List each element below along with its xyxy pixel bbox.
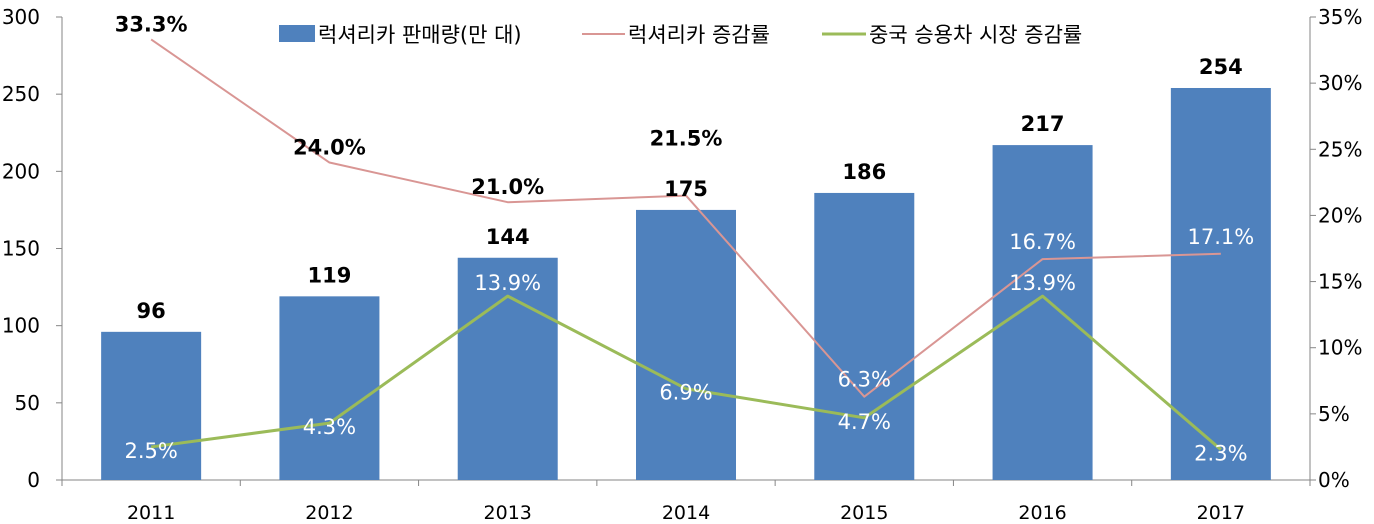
bar <box>1170 87 1271 480</box>
legend: 럭셔리카 판매량(만 대) 럭셔리카 증감률 중국 승용차 시장 증감률 <box>279 23 1082 47</box>
luxury-growth-label: 21.5% <box>650 127 723 151</box>
luxury-growth-label: 33.3% <box>115 12 188 36</box>
x-tick-label: 2015 <box>840 502 888 524</box>
luxury-growth-label: 17.1% <box>1187 225 1254 249</box>
y-right-tick-label: 10% <box>1318 336 1362 360</box>
bar <box>814 192 915 480</box>
x-tick-label: 2011 <box>127 502 175 524</box>
y-right-tick-label: 25% <box>1318 137 1362 161</box>
china-growth-label: 2.3% <box>1194 442 1247 466</box>
y-left-tick-label: 200 <box>2 159 40 183</box>
luxury-growth-label: 6.3% <box>838 368 891 392</box>
y-left-tick-label: 50 <box>15 391 40 415</box>
bar <box>992 145 1093 480</box>
bar-value-label: 254 <box>1199 55 1243 79</box>
y-right-tick-label: 5% <box>1318 402 1350 426</box>
x-tick-label: 2014 <box>662 502 710 524</box>
legend-label: 럭셔리카 증감률 <box>628 23 770 47</box>
lines <box>150 38 1222 451</box>
bar-value-label: 175 <box>664 177 708 201</box>
bars <box>101 87 1271 480</box>
y-right-tick-label: 30% <box>1318 71 1362 95</box>
y-right-tick-label: 15% <box>1318 270 1362 294</box>
bar-value-label: 217 <box>1021 112 1065 136</box>
series-line-china-market-growth <box>150 294 1222 451</box>
bar <box>636 209 736 480</box>
x-tick-label: 2012 <box>305 502 353 524</box>
bar <box>101 331 202 480</box>
legend-label: 럭셔리카 판매량(만 대) <box>318 23 522 47</box>
series-line-luxury-growth <box>150 38 1221 398</box>
luxury-growth-label: 24.0% <box>293 136 366 160</box>
y-right-tick-label: 0% <box>1318 468 1350 492</box>
china-growth-label: 4.3% <box>303 415 356 439</box>
x-tick-label: 2013 <box>484 502 532 524</box>
bar-value-label: 96 <box>137 299 166 323</box>
china-growth-label: 13.9% <box>1009 271 1076 295</box>
china-growth-label: 13.9% <box>474 271 541 295</box>
y-left-tick-label: 100 <box>2 314 40 338</box>
y-right-tick-label: 20% <box>1318 203 1362 227</box>
x-tick-label: 2017 <box>1197 502 1245 524</box>
luxury-growth-label: 16.7% <box>1009 230 1076 254</box>
x-tick-label: 2016 <box>1018 502 1066 524</box>
y-left-tick-label: 0 <box>27 468 40 492</box>
legend-label: 중국 승용차 시장 증감률 <box>869 23 1082 47</box>
bar-value-label: 119 <box>308 263 352 287</box>
data-labels: 96 119 144 175 186 217 254 33.3% 24.0% 21.0% 21.5%… <box>115 12 1255 465</box>
china-growth-label: 4.7% <box>838 410 891 434</box>
china-growth-label: 2.5% <box>124 439 177 463</box>
bar <box>279 296 380 480</box>
y-right-tick-label: 35% <box>1318 5 1362 29</box>
y-left-tick-label: 300 <box>2 5 40 29</box>
legend-swatch-bar <box>279 25 315 42</box>
luxury-growth-label: 21.0% <box>471 175 544 199</box>
bar-value-label: 144 <box>486 225 530 249</box>
china-growth-label: 6.9% <box>659 381 712 405</box>
axes: 0 50 100 150 200 250 300 0% 5% 10% 15% 20% 25% 30% 35%… <box>2 5 1363 524</box>
y-left-tick-label: 250 <box>2 82 40 106</box>
bar-value-label: 186 <box>842 160 886 184</box>
y-left-tick-label: 150 <box>2 237 40 261</box>
